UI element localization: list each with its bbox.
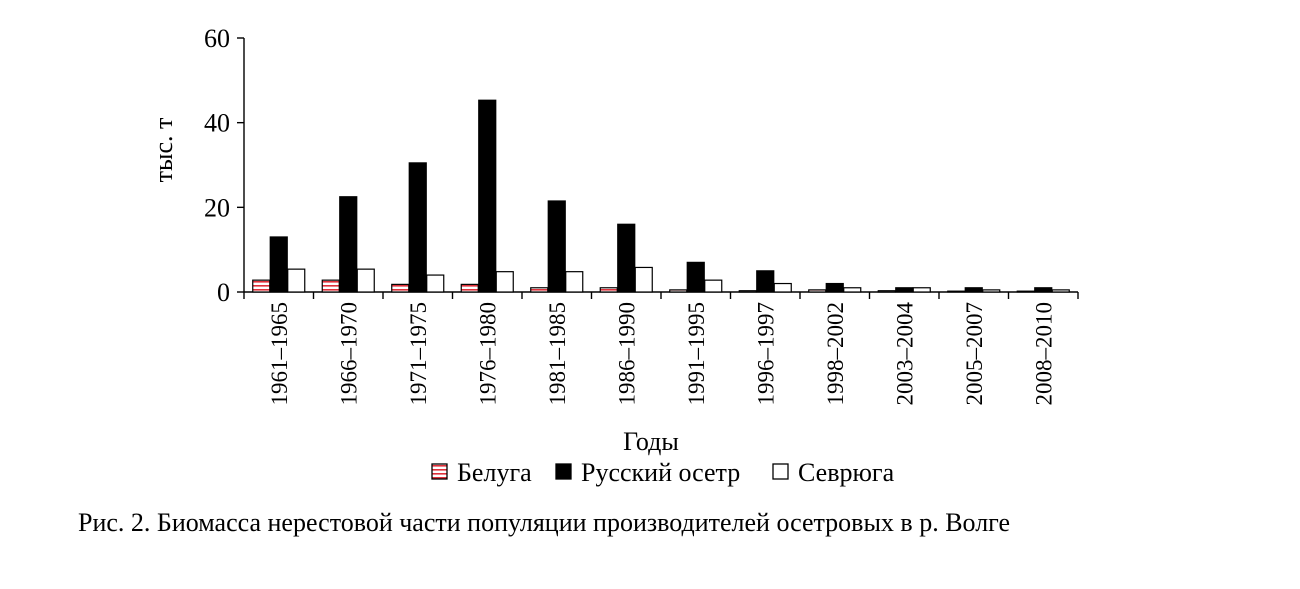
bar-beluga — [321, 279, 340, 293]
legend-label: Севрюга — [798, 458, 895, 487]
x-tick-label: 2008–2010 — [1031, 302, 1056, 406]
bar-russian-sturgeon — [1034, 287, 1053, 293]
y-tick-label: 40 — [204, 109, 230, 138]
x-tick-label: 1998–2002 — [823, 302, 848, 406]
legend-label: Белуга — [457, 458, 532, 487]
bar-russian-sturgeon — [617, 223, 636, 293]
y-tick-label: 0 — [217, 278, 230, 307]
bar-russian-sturgeon — [478, 99, 497, 293]
bar-stellate-sturgeon — [634, 266, 653, 293]
legend-item-stellate-sturgeon: Севрюга — [772, 458, 895, 487]
bar-russian-sturgeon — [756, 270, 775, 293]
bar-beluga — [460, 283, 479, 293]
legend-item-beluga: Белуга — [431, 458, 532, 487]
bar-russian-sturgeon — [964, 287, 983, 293]
legend-label: Русский осетр — [581, 458, 740, 487]
bar-russian-sturgeon — [339, 196, 358, 293]
bar-beluga — [808, 289, 827, 293]
bar-stellate-sturgeon — [356, 268, 375, 293]
bar-russian-sturgeon — [895, 287, 914, 293]
bar-stellate-sturgeon — [704, 279, 723, 293]
x-tick-label: 1976–1980 — [475, 302, 500, 406]
legend: Белуга Русский осетр Севрюга — [431, 458, 895, 487]
x-tick-label: 2003–2004 — [892, 302, 917, 406]
bar-stellate-sturgeon — [495, 271, 514, 293]
bar-beluga — [252, 279, 271, 293]
y-axis-label: тыс. т — [149, 118, 178, 183]
bar-stellate-sturgeon — [426, 274, 445, 293]
bar-beluga — [391, 283, 410, 293]
x-tick-label: 1971–1975 — [406, 302, 431, 406]
bar-stellate-sturgeon — [843, 287, 862, 293]
bar-russian-sturgeon — [269, 236, 288, 293]
legend-swatch — [772, 463, 789, 480]
bar-beluga — [947, 290, 966, 293]
x-tick-label: 1961–1965 — [267, 302, 292, 406]
bars — [252, 99, 1070, 293]
bar-beluga — [530, 287, 549, 293]
bar-beluga — [1016, 290, 1035, 293]
bar-chart: 0 20 40 60 1961–1965 1966–1970 1971–1975 1976–1… — [149, 24, 1079, 487]
x-tick-label: 1981–1985 — [545, 302, 570, 406]
bar-stellate-sturgeon — [565, 271, 584, 293]
bar-stellate-sturgeon — [773, 282, 792, 293]
y-tick-label: 60 — [204, 24, 230, 53]
bar-stellate-sturgeon — [912, 287, 931, 293]
x-axis-label: Годы — [623, 427, 679, 456]
legend-swatch — [431, 463, 448, 480]
bar-russian-sturgeon — [686, 261, 705, 293]
legend-item-russian-sturgeon: Русский осетр — [555, 458, 740, 487]
bar-russian-sturgeon — [547, 200, 566, 293]
x-tick-label: 1996–1997 — [753, 302, 778, 406]
bar-beluga — [877, 290, 896, 293]
y-tick-label: 20 — [204, 193, 230, 222]
x-tick-label: 2005–2007 — [962, 302, 987, 406]
x-tick-label: 1991–1995 — [684, 302, 709, 406]
bar-stellate-sturgeon — [1051, 289, 1070, 293]
bar-stellate-sturgeon — [982, 289, 1001, 293]
axes — [237, 37, 1079, 299]
bar-russian-sturgeon — [408, 162, 427, 293]
bar-beluga — [738, 290, 757, 293]
x-tick-label: 1966–1970 — [336, 302, 361, 406]
bar-stellate-sturgeon — [287, 268, 306, 293]
figure-caption: Рис. 2. Биомасса нерестовой части популя… — [78, 508, 1011, 537]
bar-beluga — [599, 287, 618, 293]
bar-beluga — [669, 289, 688, 293]
bar-russian-sturgeon — [825, 282, 844, 293]
x-tick-label: 1986–1990 — [614, 302, 639, 406]
legend-swatch — [555, 463, 572, 480]
tick-labels: 0 20 40 60 1961–1965 1966–1970 1971–1975 1976–1… — [204, 24, 1056, 406]
